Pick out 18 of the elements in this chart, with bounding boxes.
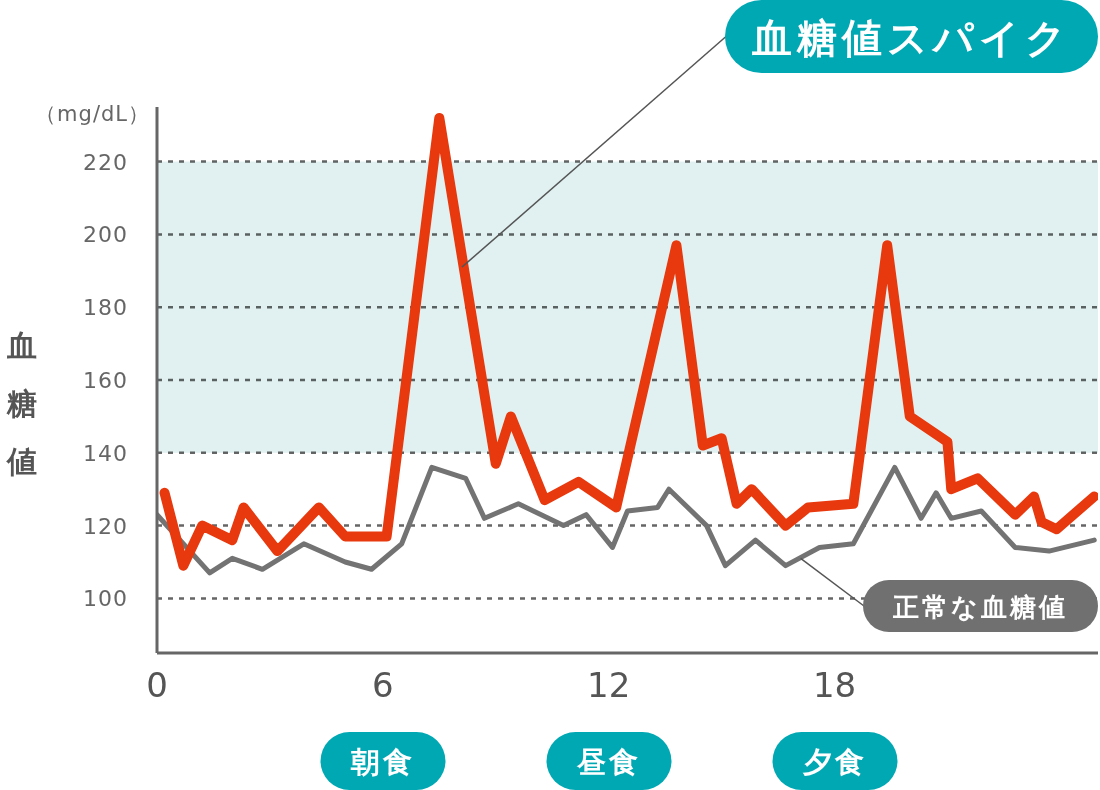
y-axis-title: 血糖値 [6, 327, 37, 479]
x-tick-label: 6 [372, 664, 394, 705]
y-tick-label: 140 [83, 440, 128, 466]
x-tick-label: 12 [587, 664, 631, 705]
text: 朝食 [350, 745, 415, 779]
x-tick-label: 0 [146, 664, 168, 705]
y-tick-label: 200 [83, 221, 128, 247]
text: 夕食 [802, 745, 867, 779]
text: （mg/dL） [35, 101, 150, 128]
y-tick-label: 220 [83, 149, 128, 175]
y-tick-label: 120 [83, 513, 128, 539]
text: 昼食 [576, 745, 641, 779]
annotation: 血糖値スパイク [751, 14, 1071, 61]
y-tick-label: 160 [83, 367, 128, 393]
y-tick-label: 100 [83, 585, 128, 611]
annotation: 正常な血糖値 [892, 592, 1068, 622]
x-tick-label: 18 [812, 664, 857, 705]
y-tick-label: 180 [83, 294, 128, 320]
